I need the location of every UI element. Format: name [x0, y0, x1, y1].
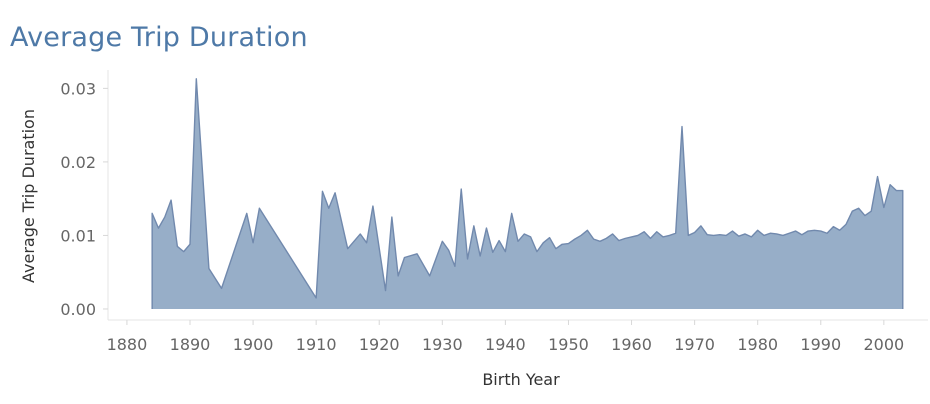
y-tick-label: 0.00 — [60, 300, 96, 319]
x-tick-label: 1960 — [611, 335, 652, 354]
plot-area — [151, 78, 904, 309]
y-axis-title: Average Trip Duration — [19, 109, 38, 283]
y-tick-label: 0.03 — [60, 79, 96, 98]
x-tick-label: 1990 — [800, 335, 841, 354]
x-tick-label: 1930 — [422, 335, 463, 354]
series-area-fill — [152, 78, 903, 309]
x-tick-label: 2000 — [863, 335, 904, 354]
y-tick-label: 0.02 — [60, 153, 96, 172]
x-tick-label: 1970 — [674, 335, 715, 354]
y-tick-label: 0.01 — [60, 226, 96, 245]
y-axis: 0.00 0.01 0.02 0.03 — [60, 79, 108, 319]
series-line — [151, 78, 904, 309]
x-tick-label: 1890 — [170, 335, 211, 354]
x-tick-label: 1910 — [296, 335, 337, 354]
chart-title: Average Trip Duration — [10, 22, 308, 53]
x-tick-label: 1980 — [737, 335, 778, 354]
x-tick-label: 1950 — [548, 335, 589, 354]
x-tick-label: 1900 — [233, 335, 274, 354]
x-tick-label: 1880 — [107, 335, 148, 354]
x-tick-label: 1920 — [359, 335, 400, 354]
x-axis-title: Birth Year — [482, 370, 560, 389]
x-axis: 1880 1890 1900 1910 1920 1930 1940 1950 1960 1970… — [107, 320, 904, 354]
x-tick-label: 1940 — [485, 335, 526, 354]
